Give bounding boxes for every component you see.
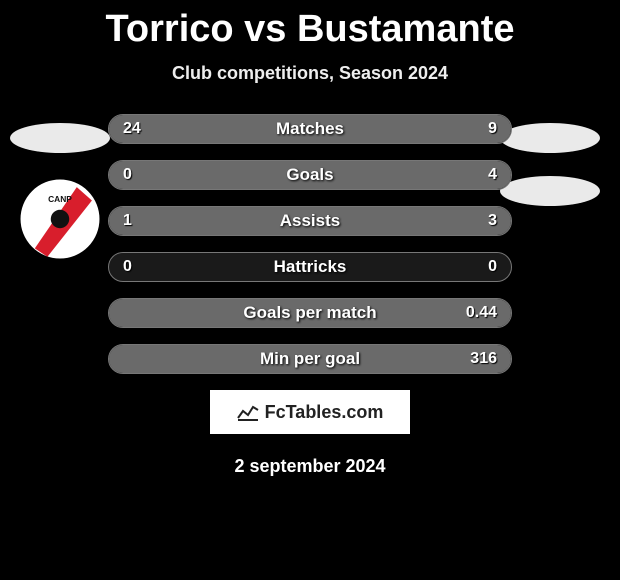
stat-row: 04Goals	[108, 160, 512, 190]
stat-row: 00Hattricks	[108, 252, 512, 282]
stat-row: 316Min per goal	[108, 344, 512, 374]
stat-label: Goals per match	[109, 303, 511, 323]
stat-label: Min per goal	[109, 349, 511, 369]
stat-label: Hattricks	[109, 257, 511, 277]
logo-text: FcTables.com	[265, 402, 384, 423]
date-line: 2 september 2024	[0, 456, 620, 477]
stat-label: Matches	[109, 119, 511, 139]
stat-label: Goals	[109, 165, 511, 185]
stat-row: 0.44Goals per match	[108, 298, 512, 328]
stat-row: 13Assists	[108, 206, 512, 236]
page-title: Torrico vs Bustamante	[0, 0, 620, 51]
stats-container: 249Matches 04Goals 13Assists 00Hattricks 0.4…	[0, 114, 620, 374]
page-subtitle: Club competitions, Season 2024	[0, 63, 620, 84]
stat-label: Assists	[109, 211, 511, 231]
stat-row: 249Matches	[108, 114, 512, 144]
fctables-logo[interactable]: FcTables.com	[210, 390, 410, 434]
